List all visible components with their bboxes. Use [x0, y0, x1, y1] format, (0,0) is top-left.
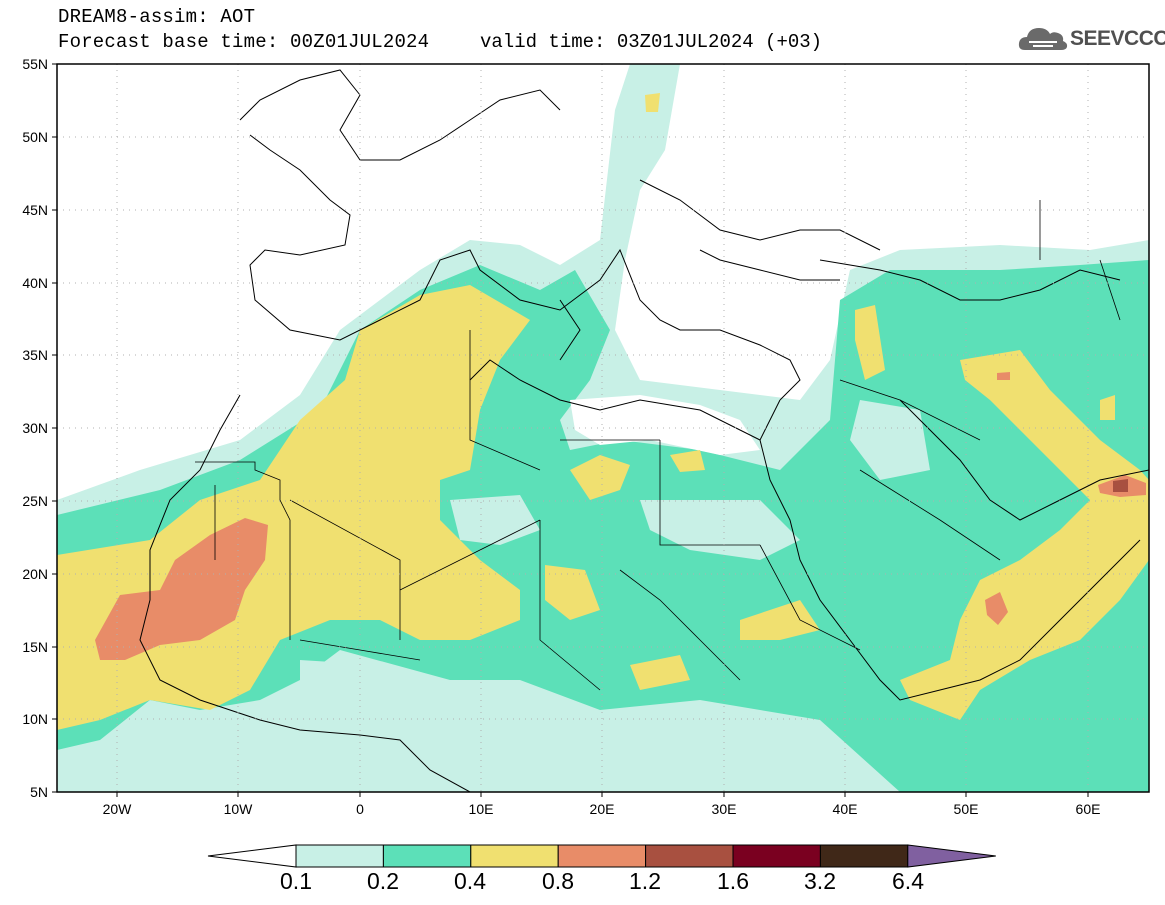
legend-tick: 6.4: [892, 868, 924, 894]
colorbar-segment: [819, 844, 909, 868]
lat-labels: 55N 50N 45N 40N 35N 30N 25N 20N 15N 10N …: [22, 56, 48, 800]
graticule: [57, 64, 1149, 792]
lon-label: 10E: [469, 801, 494, 817]
seevccc-logo: SEEVCCC: [1017, 22, 1165, 56]
colorbar: [207, 844, 996, 868]
lat-label: 40N: [22, 275, 48, 291]
colorbar-under-arrow: [207, 844, 297, 868]
legend-tick: 0.1: [280, 868, 312, 894]
axis-ticks: [52, 63, 1089, 797]
lon-label: 60E: [1076, 801, 1101, 817]
lat-label: 45N: [22, 202, 48, 218]
valid-time: valid time: 03Z01JUL2024 (+03): [480, 31, 823, 53]
lat-label: 20N: [22, 566, 48, 582]
legend-tick: 0.4: [454, 868, 486, 894]
lat-label: 5N: [30, 784, 48, 800]
legend-tick: 0.2: [367, 868, 399, 894]
colorbar-segment: [645, 844, 734, 868]
lat-label: 35N: [22, 347, 48, 363]
base-time: Forecast base time: 00Z01JUL2024: [58, 31, 430, 53]
legend-tick: 1.6: [717, 868, 749, 894]
lon-label: 30E: [712, 801, 737, 817]
lat-label: 10N: [22, 711, 48, 727]
country-borders: [195, 200, 1121, 691]
lon-label: 50E: [954, 801, 979, 817]
chart-title: DREAM8-assim: AOT: [58, 6, 256, 28]
cloud-icon: [1018, 28, 1068, 50]
lat-label: 50N: [22, 129, 48, 145]
lon-label: 0: [356, 801, 364, 817]
lon-label: 40E: [833, 801, 858, 817]
lat-label: 30N: [22, 420, 48, 436]
colorbar-segment: [382, 844, 472, 868]
colorbar-segment: [470, 844, 559, 868]
logo-text: SEEVCCC: [1070, 27, 1165, 50]
legend-tick: 1.2: [629, 868, 661, 894]
legend-tick: 3.2: [804, 868, 836, 894]
lon-label: 20E: [590, 801, 615, 817]
lon-label: 20W: [103, 801, 133, 817]
colorbar-segment: [732, 844, 821, 868]
lat-label: 25N: [22, 493, 48, 509]
colorbar-over-arrow: [907, 844, 996, 868]
coastlines: [139, 69, 1149, 792]
legend-tick: 0.8: [542, 868, 574, 894]
lat-label: 55N: [22, 56, 48, 72]
colorbar-segment: [295, 844, 384, 868]
lat-label: 15N: [22, 639, 48, 655]
lon-label: 10W: [224, 801, 254, 817]
colorbar-segment: [557, 844, 647, 868]
legend-labels: 0.1 0.2 0.4 0.8 1.2 1.6 3.2 6.4: [0, 868, 1165, 898]
lon-labels: 20W 10W 0 10E 20E 30E 40E 50E 60E: [103, 801, 1101, 817]
